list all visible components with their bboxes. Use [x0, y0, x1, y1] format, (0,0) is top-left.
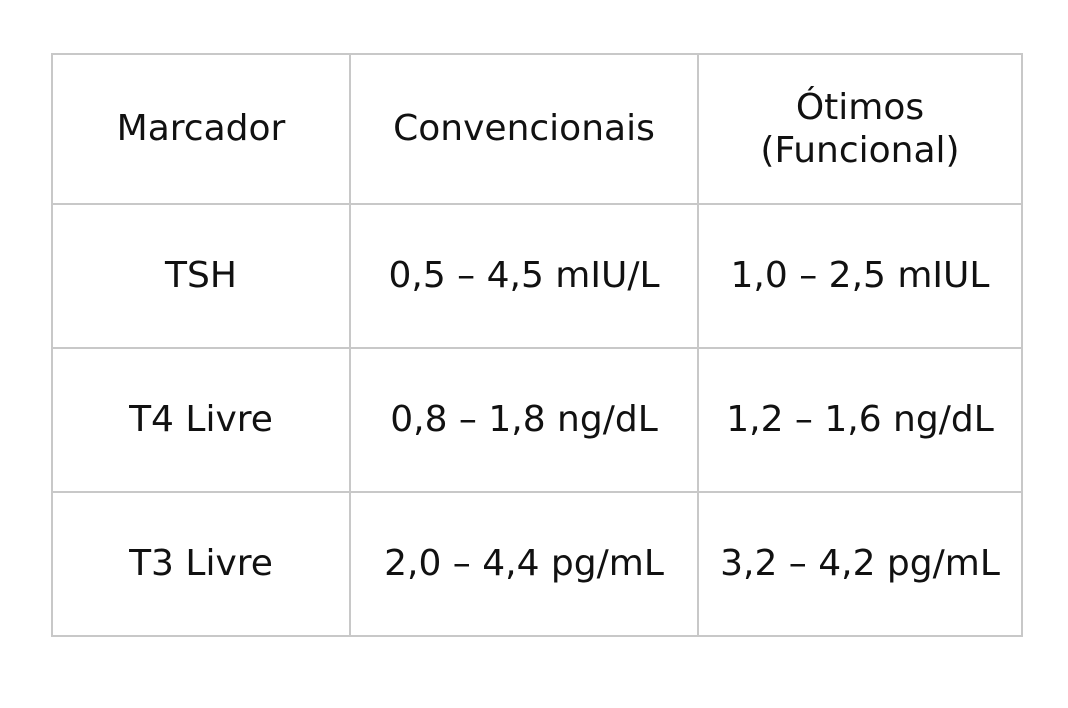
table-cell: T3 Livre: [51, 491, 351, 637]
table-cell: 2,0 – 4,4 pg/mL: [349, 491, 699, 637]
table-cell: TSH: [51, 203, 351, 349]
header-cell: Ótimos (Funcional): [697, 53, 1023, 205]
header-row: Marcador Convencionais Ótimos (Funcional): [51, 53, 1023, 205]
table-row: T3 Livre 2,0 – 4,4 pg/mL 3,2 – 4,2 pg/mL: [51, 491, 1023, 637]
table-cell: 0,8 – 1,8 ng/dL: [349, 347, 699, 493]
table-cell: 1,2 – 1,6 ng/dL: [697, 347, 1023, 493]
table: Marcador Convencionais Ótimos (Funcional) …: [51, 53, 1023, 637]
table-cell: T4 Livre: [51, 347, 351, 493]
header-cell: Marcador: [51, 53, 351, 205]
header-cell: Convencionais: [349, 53, 699, 205]
table-cell: 3,2 – 4,2 pg/mL: [697, 491, 1023, 637]
table-cell: 1,0 – 2,5 mIUL: [697, 203, 1023, 349]
table-row: T4 Livre 0,8 – 1,8 ng/dL 1,2 – 1,6 ng/dL: [51, 347, 1023, 493]
table-row: TSH 0,5 – 4,5 mIU/L 1,0 – 2,5 mIUL: [51, 203, 1023, 349]
table-cell: 0,5 – 4,5 mIU/L: [349, 203, 699, 349]
